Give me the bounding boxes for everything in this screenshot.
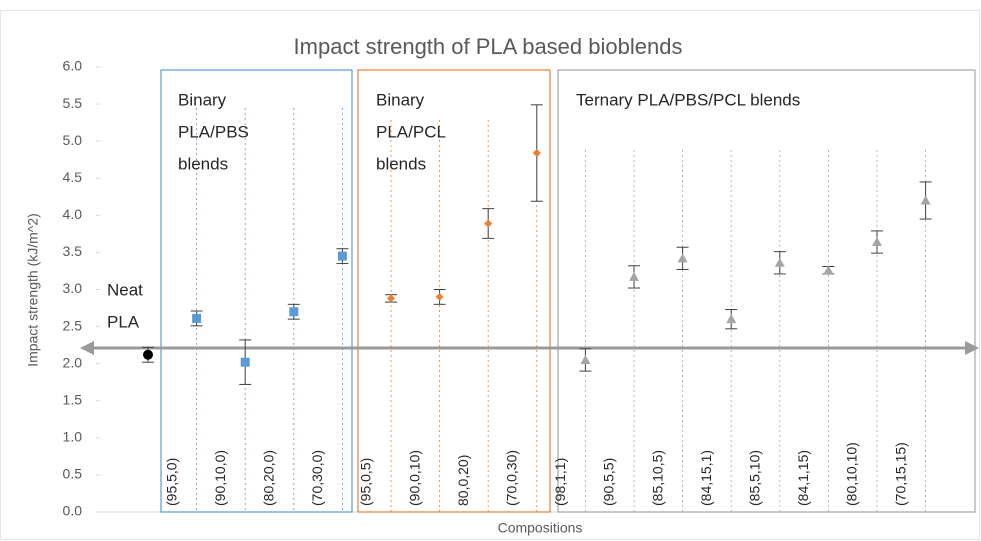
chart-border	[0, 10, 980, 540]
x-tick-label: (90,0,10)	[406, 450, 422, 506]
data-point	[435, 292, 444, 301]
group-box	[557, 69, 976, 513]
data-point	[677, 253, 688, 263]
data-point	[872, 237, 882, 247]
x-axis-label: Compositions	[498, 520, 583, 536]
y-tick-label: 3.0	[63, 280, 83, 296]
x-tick-label: (85,5,10)	[747, 450, 763, 506]
data-point	[240, 357, 250, 367]
x-tick-label: (70,0,30)	[504, 450, 520, 506]
data-point	[337, 251, 347, 261]
y-tick-label: 2.0	[63, 354, 83, 370]
x-tick-label: (90,5,5)	[601, 458, 617, 506]
data-point	[532, 149, 541, 158]
x-tick-label: (84,1,15)	[795, 450, 811, 506]
x-tick-label: (80,20,0)	[261, 450, 277, 506]
y-tick-label: 4.0	[63, 206, 83, 222]
y-tick-label: 0.0	[63, 503, 83, 519]
y-tick-label: 1.5	[63, 391, 83, 407]
y-tick-label: 1.0	[63, 429, 83, 445]
y-tick-label: 5.0	[63, 132, 83, 148]
data-point	[143, 349, 153, 360]
group-label: blends	[376, 154, 426, 173]
y-tick-label: 3.5	[63, 243, 83, 259]
arrow-head	[965, 341, 979, 355]
y-tick-label: 0.5	[63, 466, 83, 482]
data-point	[580, 354, 591, 364]
group-label: blends	[178, 154, 228, 173]
data-point	[629, 271, 639, 281]
group-label: PLA	[107, 312, 140, 331]
x-tick-label: (70,30,0)	[309, 450, 325, 506]
group-label: PLA/PBS	[178, 122, 249, 141]
x-tick-label: (70,15,15)	[892, 442, 908, 506]
group-label: Ternary PLA/PBS/PCL blends	[576, 90, 800, 109]
y-tick-label: 2.5	[63, 317, 83, 333]
group-box	[160, 69, 353, 513]
y-tick-label: 6.0	[63, 58, 83, 74]
data-point	[823, 265, 834, 275]
x-tick-label: (95,0,5)	[358, 458, 374, 506]
data-point	[289, 307, 299, 317]
data-point	[726, 314, 737, 324]
data-point	[387, 294, 395, 303]
group-label: Binary	[178, 90, 227, 109]
x-tick-label: (95,5,0)	[163, 458, 179, 506]
chart-title: Impact strength of PLA based bioblends	[294, 34, 683, 59]
group-label: Binary	[376, 90, 425, 109]
data-point	[192, 313, 202, 323]
arrow-head	[80, 341, 94, 355]
y-tick-label: 5.5	[63, 95, 83, 111]
y-axis-label: Impact strength (kJ/m^2)	[25, 213, 41, 367]
x-tick-label: (84,15,1)	[698, 450, 714, 506]
x-tick-label: (98,1,1)	[552, 458, 568, 506]
data-point	[484, 219, 493, 228]
group-box	[357, 69, 551, 513]
data-point	[774, 257, 785, 267]
group-label: PLA/PCL	[376, 122, 446, 141]
data-point	[920, 195, 931, 205]
x-tick-label: (80,10,10)	[844, 442, 860, 506]
x-tick-label: (85,10,5)	[649, 450, 665, 506]
x-tick-label: 80,0,20)	[455, 455, 471, 506]
x-tick-label: (90,10,0)	[212, 450, 228, 506]
y-tick-label: 4.5	[63, 169, 83, 185]
group-label: Neat	[107, 280, 143, 299]
